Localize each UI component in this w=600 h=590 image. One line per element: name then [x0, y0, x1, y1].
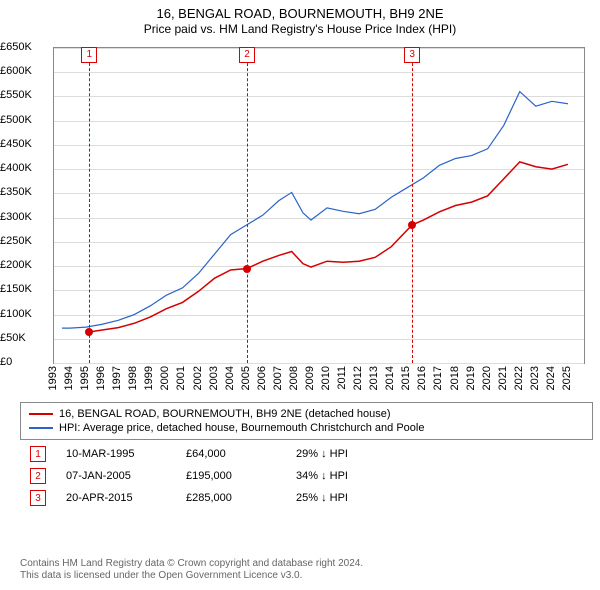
transaction-row: 1 10-MAR-1995 £64,000 29% ↓ HPI: [30, 446, 348, 462]
y-tick-label: £550K: [0, 89, 47, 101]
marker-dot-2: [243, 265, 251, 273]
x-tick-label: 2022: [513, 366, 525, 390]
transaction-delta: 25% ↓ HPI: [296, 492, 348, 504]
y-tick-label: £450K: [0, 138, 47, 150]
marker-line-2: [247, 48, 248, 363]
chart-container: 16, BENGAL ROAD, BOURNEMOUTH, BH9 2NE Pr…: [0, 0, 600, 590]
title-block: 16, BENGAL ROAD, BOURNEMOUTH, BH9 2NE Pr…: [0, 0, 600, 36]
y-tick-label: £400K: [0, 162, 47, 174]
x-tick-label: 2013: [368, 366, 380, 390]
x-tick-label: 2019: [465, 366, 477, 390]
footer-line-2: This data is licensed under the Open Gov…: [20, 570, 363, 582]
transaction-price: £285,000: [186, 492, 276, 504]
y-tick-label: £0: [0, 356, 47, 368]
legend-item: 16, BENGAL ROAD, BOURNEMOUTH, BH9 2NE (d…: [29, 407, 584, 421]
x-tick-label: 2010: [320, 366, 332, 390]
transactions-table: 1 10-MAR-1995 £64,000 29% ↓ HPI 2 07-JAN-2005…: [30, 446, 348, 512]
x-tick-label: 2014: [384, 366, 396, 390]
legend-swatch: [29, 413, 53, 415]
transaction-delta: 34% ↓ HPI: [296, 470, 348, 482]
y-tick-label: £500K: [0, 114, 47, 126]
x-tick-label: 2021: [497, 366, 509, 390]
transaction-date: 20-APR-2015: [66, 492, 166, 504]
footer: Contains HM Land Registry data © Crown c…: [20, 558, 363, 582]
x-tick-label: 2024: [545, 366, 557, 390]
transaction-row: 3 20-APR-2015 £285,000 25% ↓ HPI: [30, 490, 348, 506]
marker-badge-2: 2: [239, 47, 255, 63]
transaction-price: £195,000: [186, 470, 276, 482]
x-tick-label: 2015: [400, 366, 412, 390]
legend-item: HPI: Average price, detached house, Bour…: [29, 421, 584, 435]
transaction-badge: 3: [30, 490, 46, 506]
x-tick-label: 2023: [529, 366, 541, 390]
x-tick-label: 2007: [272, 366, 284, 390]
x-tick-label: 2016: [416, 366, 428, 390]
y-tick-label: £650K: [0, 41, 47, 53]
y-tick-label: £50K: [0, 332, 47, 344]
y-tick-label: £200K: [0, 259, 47, 271]
series-hpi: [62, 92, 568, 328]
x-tick-label: 2017: [432, 366, 444, 390]
x-tick-label: 2003: [208, 366, 220, 390]
x-tick-label: 2005: [240, 366, 252, 390]
x-tick-label: 2025: [561, 366, 573, 390]
y-tick-label: £350K: [0, 186, 47, 198]
x-tick-label: 2006: [256, 366, 268, 390]
x-tick-label: 1999: [143, 366, 155, 390]
legend: 16, BENGAL ROAD, BOURNEMOUTH, BH9 2NE (d…: [20, 402, 593, 440]
x-tick-label: 1993: [47, 366, 59, 390]
x-tick-label: 2012: [352, 366, 364, 390]
transaction-delta: 29% ↓ HPI: [296, 448, 348, 460]
y-tick-label: £150K: [0, 283, 47, 295]
marker-line-3: [412, 48, 413, 363]
x-tick-label: 2011: [336, 366, 348, 390]
transaction-date: 10-MAR-1995: [66, 448, 166, 460]
x-tick-label: 1996: [95, 366, 107, 390]
y-tick-label: £300K: [0, 211, 47, 223]
x-tick-label: 2009: [304, 366, 316, 390]
x-tick-label: 1995: [79, 366, 91, 390]
x-tick-label: 2008: [288, 366, 300, 390]
transaction-price: £64,000: [186, 448, 276, 460]
x-tick-label: 1998: [127, 366, 139, 390]
transaction-badge: 2: [30, 468, 46, 484]
footer-line-1: Contains HM Land Registry data © Crown c…: [20, 558, 363, 570]
legend-label: 16, BENGAL ROAD, BOURNEMOUTH, BH9 2NE (d…: [59, 407, 391, 421]
x-tick-label: 2020: [481, 366, 493, 390]
legend-label: HPI: Average price, detached house, Bour…: [59, 421, 424, 435]
marker-dot-3: [408, 221, 416, 229]
series-price_paid: [89, 162, 568, 332]
marker-badge-3: 3: [404, 47, 420, 63]
x-tick-label: 1997: [111, 366, 123, 390]
x-tick-label: 2002: [192, 366, 204, 390]
plot-area: 1 2 3: [53, 47, 585, 364]
y-tick-label: £250K: [0, 235, 47, 247]
chart-subtitle: Price paid vs. HM Land Registry's House …: [0, 22, 600, 36]
x-tick-label: 2001: [175, 366, 187, 390]
transaction-row: 2 07-JAN-2005 £195,000 34% ↓ HPI: [30, 468, 348, 484]
y-tick-label: £100K: [0, 308, 47, 320]
transaction-badge: 1: [30, 446, 46, 462]
legend-swatch: [29, 427, 53, 429]
chart-title: 16, BENGAL ROAD, BOURNEMOUTH, BH9 2NE: [0, 6, 600, 21]
x-tick-label: 1994: [63, 366, 75, 390]
y-tick-label: £600K: [0, 65, 47, 77]
x-tick-label: 2004: [224, 366, 236, 390]
transaction-date: 07-JAN-2005: [66, 470, 166, 482]
marker-line-1: [89, 48, 90, 363]
marker-badge-1: 1: [81, 47, 97, 63]
marker-dot-1: [85, 328, 93, 336]
x-tick-label: 2018: [449, 366, 461, 390]
x-tick-label: 2000: [159, 366, 171, 390]
